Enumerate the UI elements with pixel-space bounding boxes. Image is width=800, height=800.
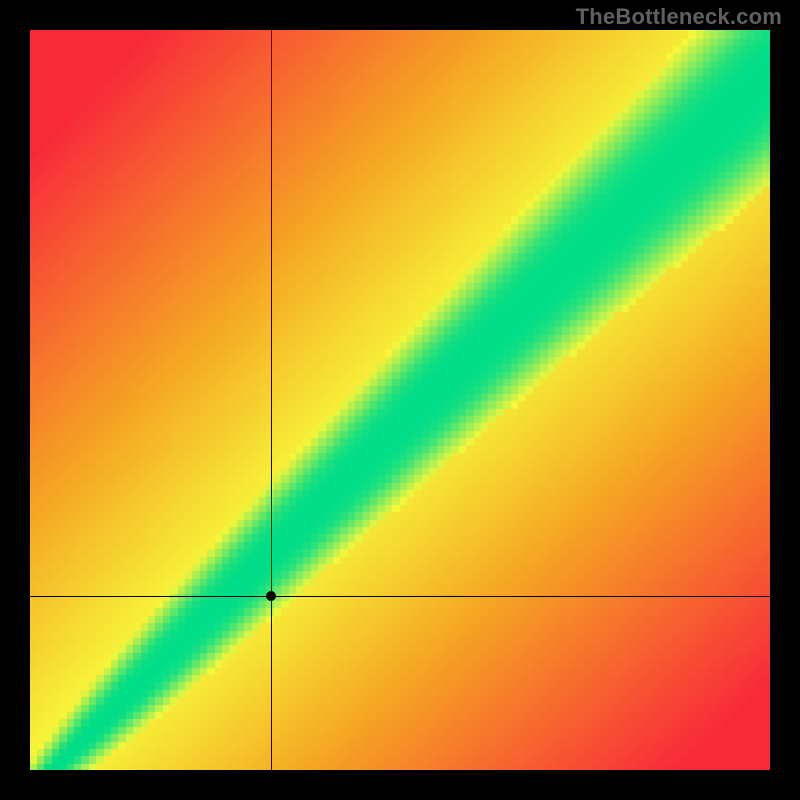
crosshair-vertical xyxy=(271,30,272,770)
crosshair-horizontal xyxy=(30,596,770,597)
plot-area xyxy=(30,30,770,770)
crosshair-marker-dot xyxy=(266,591,276,601)
watermark-text: TheBottleneck.com xyxy=(576,4,782,30)
root-container: TheBottleneck.com xyxy=(0,0,800,800)
heatmap-canvas xyxy=(30,30,770,770)
